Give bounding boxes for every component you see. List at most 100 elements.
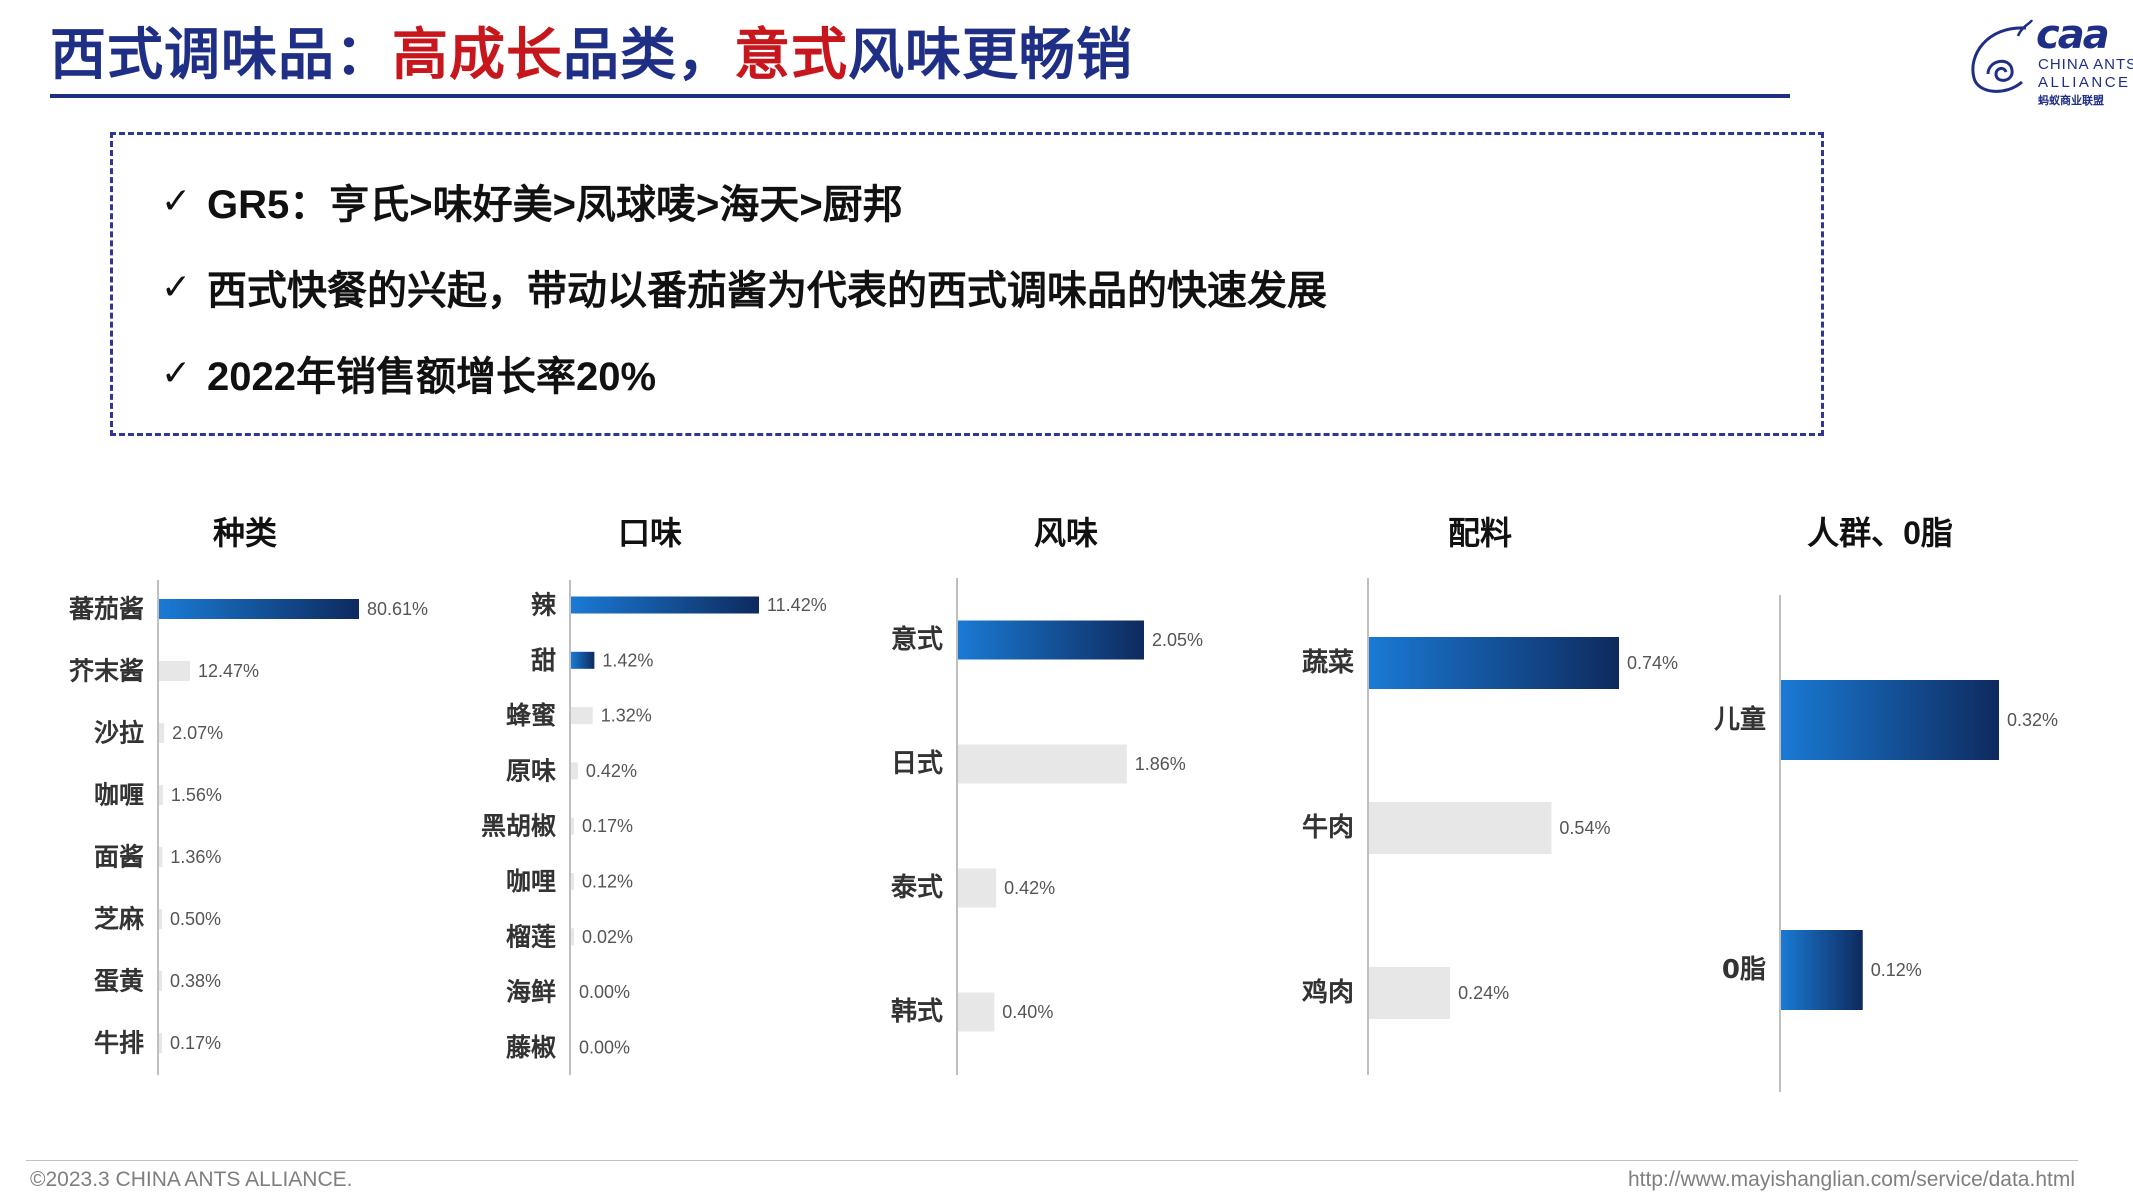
chart-title: 口味 bbox=[617, 515, 682, 551]
bar bbox=[571, 873, 574, 890]
chart-title: 种类 bbox=[212, 515, 277, 551]
bar bbox=[159, 847, 163, 867]
bar bbox=[571, 707, 593, 725]
summary-bullet: ✓ GR5：亨氏>味好美>凤球唛>海天>厨邦 bbox=[161, 171, 903, 231]
category-label: 芝麻 bbox=[94, 905, 145, 934]
bullet-text: 西式快餐的兴起，带动以番茄酱为代表的西式调味品的快速发展 bbox=[207, 269, 1327, 313]
title-underline bbox=[50, 94, 1790, 98]
category-label: 鸡肉 bbox=[1301, 977, 1354, 1008]
chart-title: 人群、0脂 bbox=[1807, 515, 1953, 551]
category-label: 黑胡椒 bbox=[481, 812, 556, 841]
chart-title: 风味 bbox=[1033, 515, 1098, 551]
title-part-5: 风味更畅销 bbox=[848, 23, 1133, 86]
bullet-text: 2022年销售额增长率20% bbox=[207, 355, 657, 399]
bar bbox=[159, 785, 163, 805]
data-label: 0.50% bbox=[170, 909, 221, 929]
summary-bullet: ✓ 2022年销售额增长率20% bbox=[161, 343, 656, 403]
data-label: 0.38% bbox=[170, 971, 221, 991]
data-label: 1.36% bbox=[170, 847, 221, 867]
title-part-2: 高成长 bbox=[392, 23, 563, 86]
data-label: 1.86% bbox=[1135, 754, 1186, 774]
bar bbox=[1369, 637, 1619, 689]
china-ants-alliance-logo: caa CHINA ANTS ALLIANCE 蚂蚁商业联盟 bbox=[1958, 10, 2133, 107]
category-label: 藤椒 bbox=[506, 1033, 556, 1062]
category-label: 榴莲 bbox=[506, 922, 556, 951]
category-label: 意式 bbox=[891, 624, 943, 655]
category-label: 0脂 bbox=[1722, 955, 1766, 985]
category-label: 咖哩 bbox=[506, 867, 556, 896]
bar bbox=[159, 661, 190, 681]
check-icon: ✓ bbox=[161, 352, 192, 393]
category-label: 蜂蜜 bbox=[506, 701, 556, 730]
category-label: 日式 bbox=[891, 749, 943, 779]
chart-ingredients: 配料 蔬菜 0.74% 牛肉 0.54% 鸡肉 0.24% bbox=[1290, 500, 1710, 1085]
category-label: 辣 bbox=[531, 591, 557, 620]
chart-svg: 意式 2.05% 日式 1.86% 泰式 0.42% 韩式 0.40% bbox=[891, 578, 1203, 1075]
bar bbox=[1369, 967, 1451, 1019]
bar bbox=[1781, 680, 1999, 760]
footer-divider bbox=[26, 1160, 2078, 1161]
bar bbox=[1781, 930, 1863, 1010]
data-label: 0.42% bbox=[586, 761, 637, 781]
data-label: 0.00% bbox=[579, 1037, 630, 1057]
title-part-1: 西式调味品： bbox=[50, 23, 392, 86]
bar bbox=[958, 744, 1127, 784]
data-label: 0.00% bbox=[579, 982, 630, 1002]
chart-svg: 辣 11.42% 甜 1.42% 蜂蜜 1.32% 原味 0.42% 黑胡椒 0.17% 咖哩 0.1… bbox=[481, 580, 827, 1075]
title-part-4: 意式 bbox=[734, 23, 848, 86]
bar bbox=[571, 928, 574, 946]
footer-copyright: ©2023.3 CHINA ANTS ALLIANCE. bbox=[30, 1168, 353, 1191]
logo-name-line-1: CHINA ANTS bbox=[2038, 56, 2133, 73]
chart-category-types: 种类 蕃茄酱 80.61% 芥末酱 12.47% 沙拉 2.07% 咖喱 1.56% 面酱 1.3… bbox=[40, 500, 460, 1085]
category-label: 韩式 bbox=[891, 997, 943, 1027]
data-label: 0.17% bbox=[582, 816, 633, 836]
category-label: 牛排 bbox=[94, 1029, 144, 1058]
category-label: 泰式 bbox=[891, 873, 943, 903]
category-label: 儿童 bbox=[1714, 704, 1766, 735]
bullet-text: GR5：亨氏>味好美>凤球唛>海天>厨邦 bbox=[207, 183, 903, 227]
category-label: 蕃茄酱 bbox=[68, 595, 144, 624]
category-label: 芥末酱 bbox=[69, 657, 144, 686]
bar bbox=[159, 723, 165, 743]
category-label: 海鲜 bbox=[506, 978, 556, 1007]
chart-title: 配料 bbox=[1447, 515, 1512, 551]
bar bbox=[571, 817, 574, 835]
data-label: 0.12% bbox=[582, 872, 633, 892]
category-label: 牛肉 bbox=[1302, 813, 1354, 843]
chart-svg: 蕃茄酱 80.61% 芥末酱 12.47% 沙拉 2.07% 咖喱 1.56% 面酱 1.36% 芝… bbox=[68, 580, 428, 1075]
data-label: 0.40% bbox=[1002, 1002, 1053, 1022]
chart-flavor-style: 风味 意式 2.05% 日式 1.86% 泰式 0.42% 韩式 0.40% bbox=[880, 500, 1300, 1085]
data-label: 11.42% bbox=[767, 595, 827, 615]
data-label: 12.47% bbox=[198, 661, 259, 681]
check-icon: ✓ bbox=[161, 266, 192, 307]
data-label: 1.56% bbox=[171, 785, 222, 805]
data-label: 1.42% bbox=[602, 650, 653, 670]
logo-name-line-2: ALLIANCE bbox=[2038, 74, 2131, 91]
data-label: 0.02% bbox=[582, 927, 633, 947]
summary-bullet: ✓ 西式快餐的兴起，带动以番茄酱为代表的西式调味品的快速发展 bbox=[161, 257, 1327, 317]
summary-box: ✓ GR5：亨氏>味好美>凤球唛>海天>厨邦 ✓ 西式快餐的兴起，带动以番茄酱为… bbox=[110, 132, 1824, 436]
category-label: 咖喱 bbox=[94, 781, 144, 810]
category-label: 面酱 bbox=[94, 843, 144, 872]
bar bbox=[958, 992, 995, 1032]
data-label: 0.74% bbox=[1627, 653, 1678, 673]
bar bbox=[571, 596, 759, 614]
data-label: 0.42% bbox=[1004, 878, 1055, 898]
bar bbox=[958, 620, 1144, 660]
data-label: 0.54% bbox=[1559, 818, 1610, 838]
data-label: 80.61% bbox=[367, 599, 428, 619]
data-label: 2.07% bbox=[172, 723, 223, 743]
bar bbox=[1369, 802, 1552, 854]
title-area: 西式调味品：高成长品类，意式风味更畅销 bbox=[50, 20, 1133, 90]
bar bbox=[159, 1033, 162, 1053]
data-label: 0.24% bbox=[1458, 983, 1509, 1003]
bar bbox=[159, 599, 359, 619]
title-part-3: 品类， bbox=[563, 23, 734, 86]
data-label: 0.12% bbox=[1871, 960, 1922, 980]
ant-logo-icon bbox=[1971, 19, 2034, 93]
category-label: 蔬菜 bbox=[1302, 648, 1354, 678]
logo-chinese-name: 蚂蚁商业联盟 bbox=[2038, 95, 2104, 107]
bar bbox=[958, 868, 997, 908]
data-label: 0.32% bbox=[2007, 710, 2058, 730]
category-label: 沙拉 bbox=[94, 719, 144, 748]
